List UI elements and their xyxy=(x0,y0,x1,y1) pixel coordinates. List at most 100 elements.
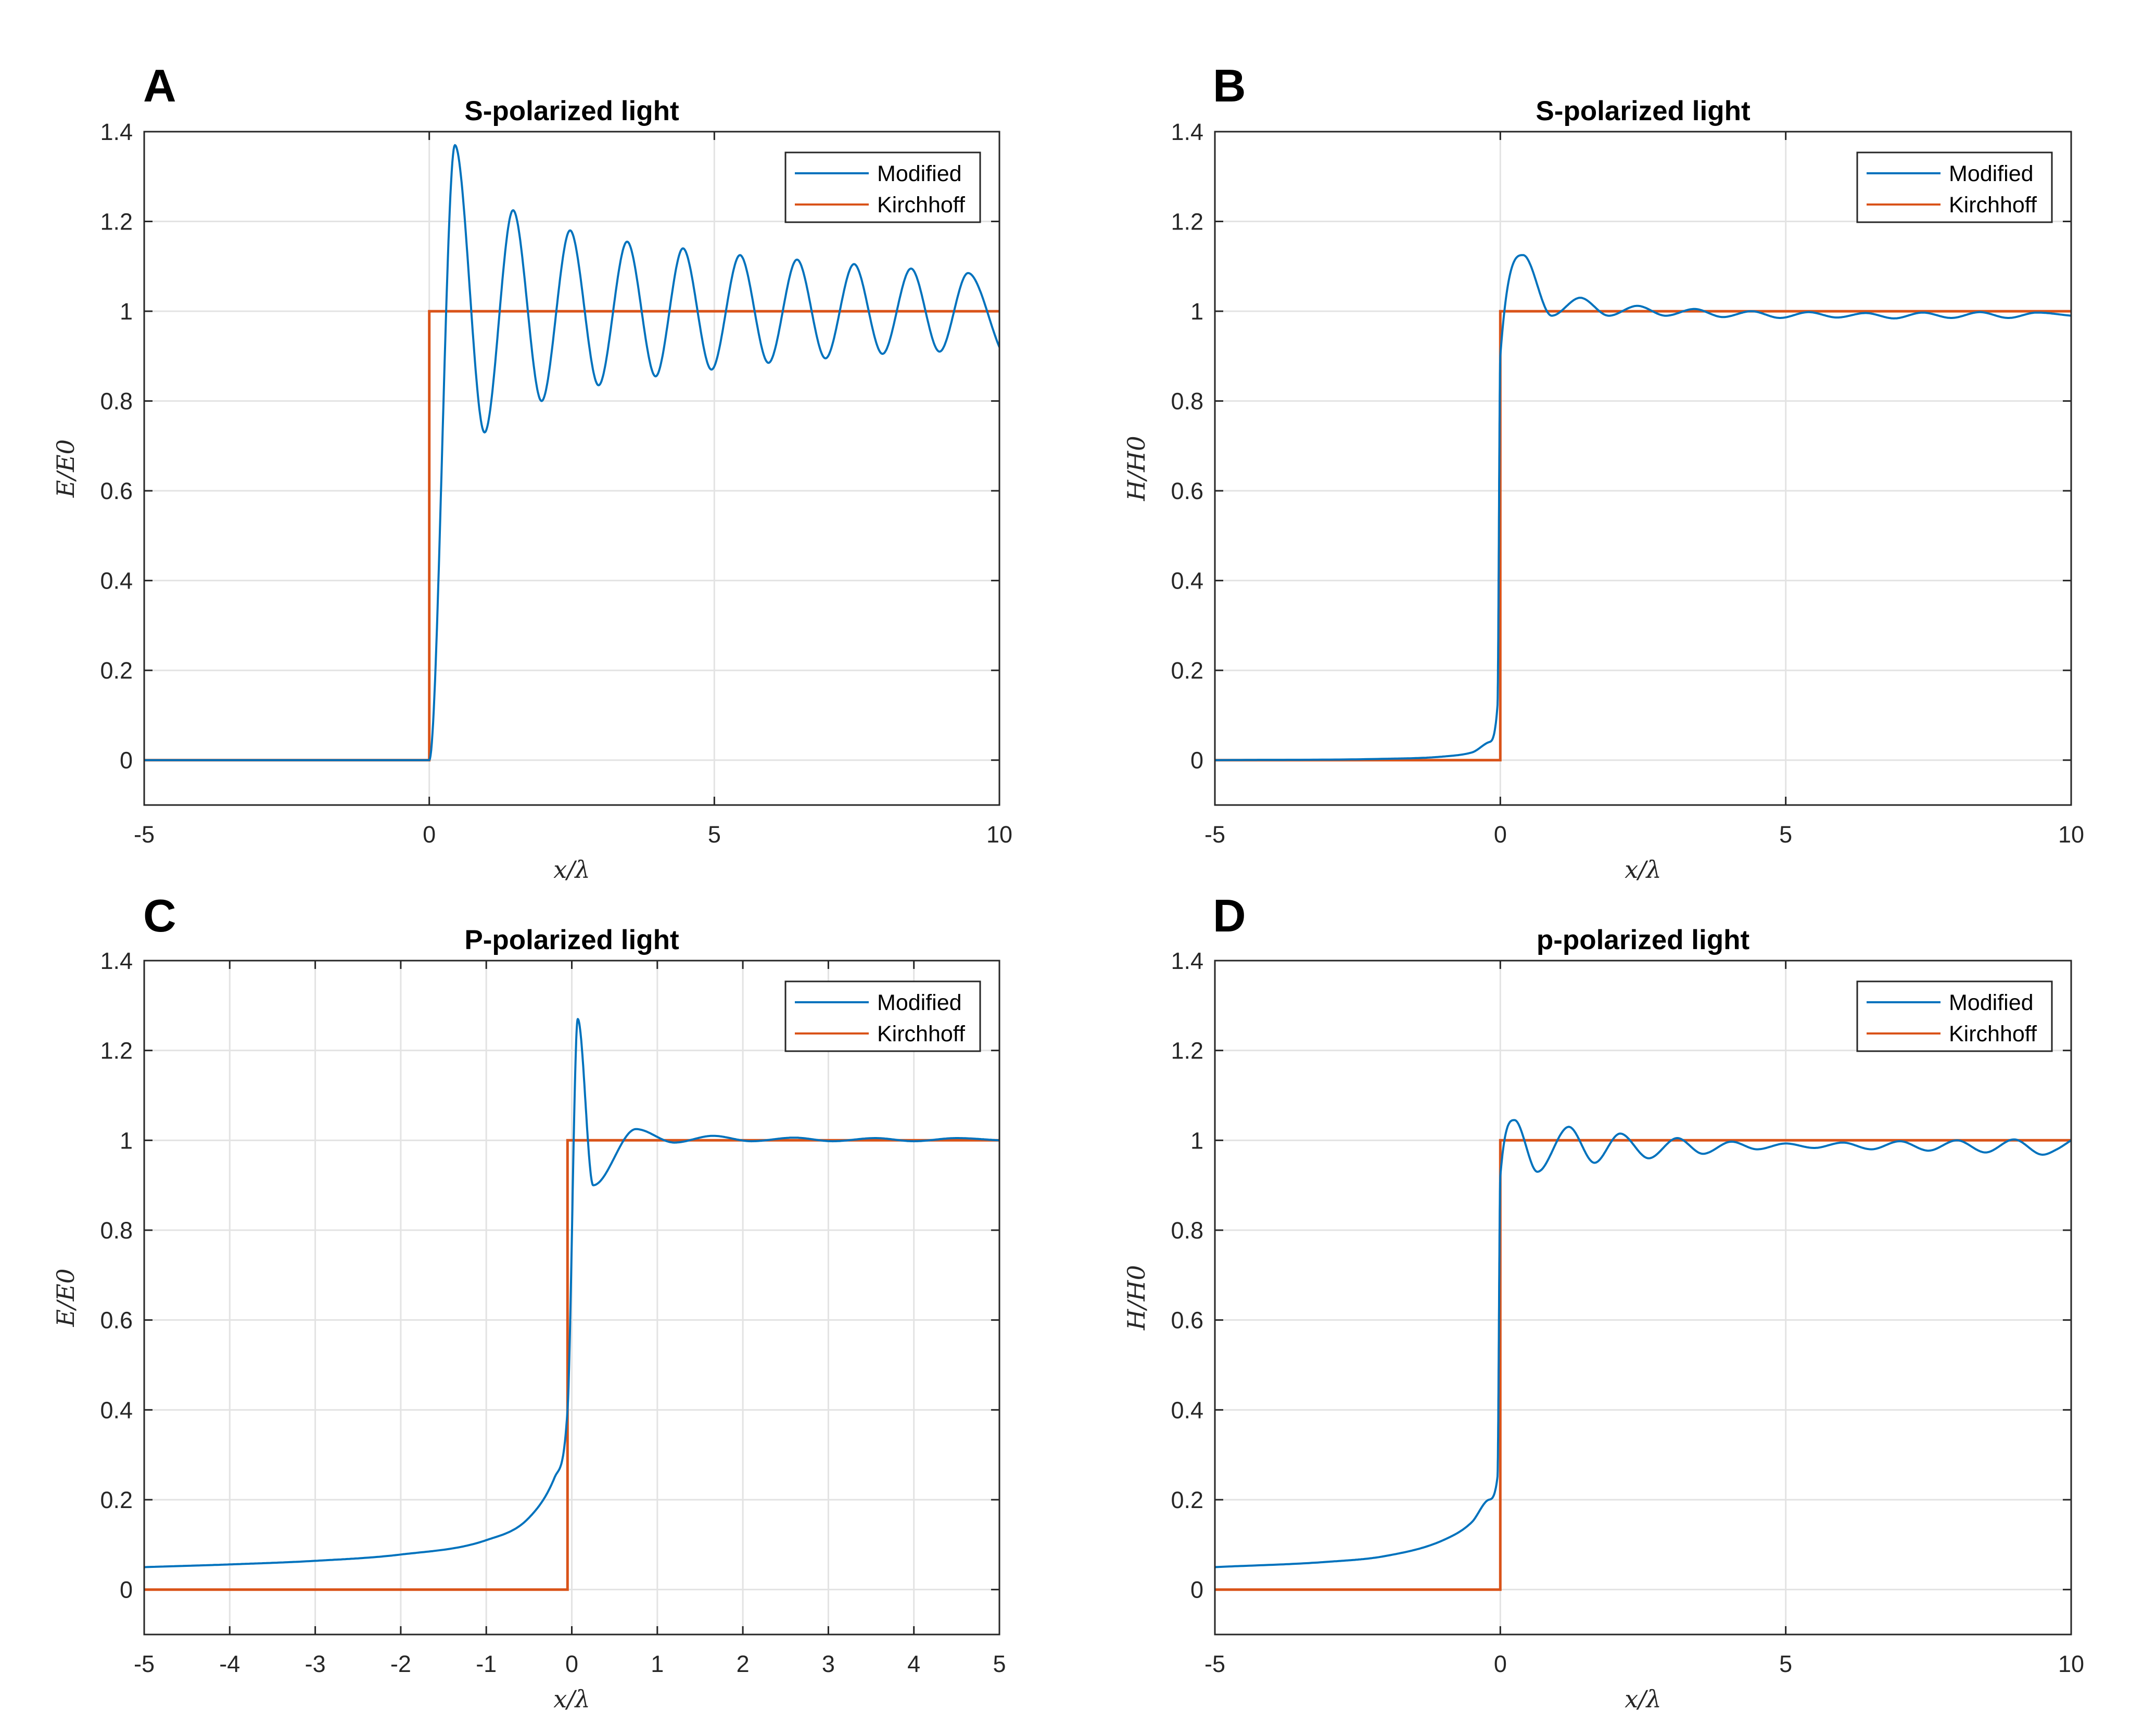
panel-letter: B xyxy=(1213,60,1246,111)
y-tick-label: 0.4 xyxy=(1171,568,1203,594)
x-tick-label: 10 xyxy=(2058,1651,2084,1677)
x-tick-label: 10 xyxy=(2058,821,2084,848)
y-tick-label: 0.8 xyxy=(100,1217,133,1244)
axes-box xyxy=(143,131,1000,806)
plot-area xyxy=(1215,132,2071,805)
chart-title: p-polarized light xyxy=(1537,925,1749,955)
legend-kirchhoff-label: Kirchhoff xyxy=(877,1022,966,1046)
y-tick-label: 0.4 xyxy=(100,568,133,594)
axes-box xyxy=(1214,960,2072,1636)
legend-modified-label: Modified xyxy=(877,990,962,1015)
x-tick-label: -5 xyxy=(134,1651,155,1677)
y-tick-label: 0.8 xyxy=(1171,1217,1203,1244)
plot-area xyxy=(1215,961,2071,1635)
legend-box xyxy=(1856,151,2053,223)
y-tick-label: 0.2 xyxy=(100,657,133,684)
modified-line xyxy=(144,144,999,761)
chart-title: S-polarized light xyxy=(1536,96,1750,126)
kirchhoff-line xyxy=(144,1139,999,1591)
legend: Modified Kirchhoff xyxy=(1856,151,2053,223)
x-tick-label: 0 xyxy=(423,821,436,848)
panel-b: -5 0 5 10 0 0.2 0.4 0.6 0.8 1 1.2 1.4 S-polarized li… xyxy=(1122,60,2084,884)
legend-kirchhoff-label: Kirchhoff xyxy=(1949,193,2037,218)
y-tick-label: 0.4 xyxy=(1171,1397,1203,1423)
x-tick-label: 0 xyxy=(1494,821,1507,848)
y-tick-label: 0.6 xyxy=(100,1307,133,1334)
x-tick-label: -4 xyxy=(219,1651,240,1677)
plot-area xyxy=(144,132,999,805)
x-tick-label: -5 xyxy=(134,821,155,848)
x-tick-label: -2 xyxy=(390,1651,411,1677)
y-tick-label: 0 xyxy=(120,747,133,774)
y-tick-label: 0.6 xyxy=(100,478,133,504)
x-tick-label: -3 xyxy=(305,1651,326,1677)
y-tick-label: 1.2 xyxy=(1171,209,1203,235)
legend: Modified Kirchhoff xyxy=(1856,980,2053,1052)
x-tick-label: 4 xyxy=(907,1651,920,1677)
y-tick-label: 1 xyxy=(1190,298,1203,325)
legend-modified-label: Modified xyxy=(877,161,962,186)
axes-box xyxy=(143,960,1000,1636)
legend-modified-label: Modified xyxy=(1949,161,2034,186)
y-tick-label: 1.4 xyxy=(100,119,133,145)
y-tick-label: 0.6 xyxy=(1171,1307,1203,1334)
x-axis-label: x/λ xyxy=(1625,1685,1662,1711)
y-axis-label: H/H0 xyxy=(1122,1265,1150,1331)
y-tick-label: 1.2 xyxy=(100,209,133,235)
x-tick-label: -5 xyxy=(1204,1651,1225,1677)
y-tick-label: 1.4 xyxy=(100,948,133,974)
y-axis-label: H/H0 xyxy=(1122,436,1150,502)
legend-modified-label: Modified xyxy=(1949,990,2034,1015)
y-tick-label: 1.4 xyxy=(1171,119,1203,145)
legend-box xyxy=(784,151,981,223)
kirchhoff-line xyxy=(1215,1139,2071,1591)
x-tick-label: 0 xyxy=(1494,1651,1507,1677)
panel-a: -5 0 5 10 0 0.2 0.4 0.6 0.8 1 1.2 1.4 S-polarized li… xyxy=(52,60,1012,884)
modified-line xyxy=(1215,254,2071,761)
x-axis-label: x/λ xyxy=(1625,856,1662,884)
y-tick-label: 0 xyxy=(1190,1577,1203,1603)
y-tick-label: 1.4 xyxy=(1171,948,1203,974)
x-tick-label: 2 xyxy=(737,1651,750,1677)
legend: Modified Kirchhoff xyxy=(784,980,981,1052)
x-axis-label: x/λ xyxy=(553,856,590,884)
legend-kirchhoff-label: Kirchhoff xyxy=(1949,1022,2037,1046)
chart-title: S-polarized light xyxy=(464,96,679,126)
y-tick-label: 0.8 xyxy=(100,388,133,415)
y-tick-label: 0.2 xyxy=(1171,657,1203,684)
legend-kirchhoff-label: Kirchhoff xyxy=(877,193,966,218)
panel-letter: C xyxy=(143,890,176,941)
x-tick-label: 3 xyxy=(822,1651,835,1677)
y-tick-label: 0.2 xyxy=(1171,1487,1203,1513)
y-axis-label: E/E0 xyxy=(52,439,80,498)
y-tick-label: 0.6 xyxy=(1171,478,1203,504)
y-tick-label: 0.4 xyxy=(100,1397,133,1423)
x-tick-label: -5 xyxy=(1204,821,1225,848)
y-tick-label: 1.2 xyxy=(1171,1038,1203,1064)
axes-box xyxy=(1214,131,2072,806)
y-axis-label: E/E0 xyxy=(52,1269,80,1327)
modified-line xyxy=(144,1018,999,1568)
y-tick-label: 1 xyxy=(120,298,133,325)
panel-c: -5 -4 -3 -2 -1 0 1 2 3 4 5 0 0.2 0.4 0.6 0.8 1 1.2 1.4 P-po… xyxy=(52,890,1006,1711)
panel-letter: D xyxy=(1213,890,1246,941)
x-tick-label: 10 xyxy=(986,821,1012,848)
y-tick-label: 0 xyxy=(120,1577,133,1603)
y-tick-label: 0.8 xyxy=(1171,388,1203,415)
y-tick-label: 0.2 xyxy=(100,1487,133,1513)
x-tick-label: 1 xyxy=(651,1651,664,1677)
panel-d: -5 0 5 10 0 0.2 0.4 0.6 0.8 1 1.2 1.4 p-polarized li… xyxy=(1122,890,2084,1711)
y-tick-label: 1.2 xyxy=(100,1038,133,1064)
x-tick-label: 5 xyxy=(1779,1651,1792,1677)
x-tick-label: 5 xyxy=(993,1651,1006,1677)
y-tick-label: 0 xyxy=(1190,747,1203,774)
y-tick-label: 1 xyxy=(120,1127,133,1154)
x-axis-label: x/λ xyxy=(553,1685,590,1711)
x-tick-label: 5 xyxy=(1779,821,1792,848)
panel-letter: A xyxy=(143,60,176,111)
x-tick-label: 5 xyxy=(708,821,721,848)
chart-title: P-polarized light xyxy=(464,925,679,955)
legend-box xyxy=(1856,980,2053,1052)
modified-line xyxy=(1215,1119,2071,1568)
